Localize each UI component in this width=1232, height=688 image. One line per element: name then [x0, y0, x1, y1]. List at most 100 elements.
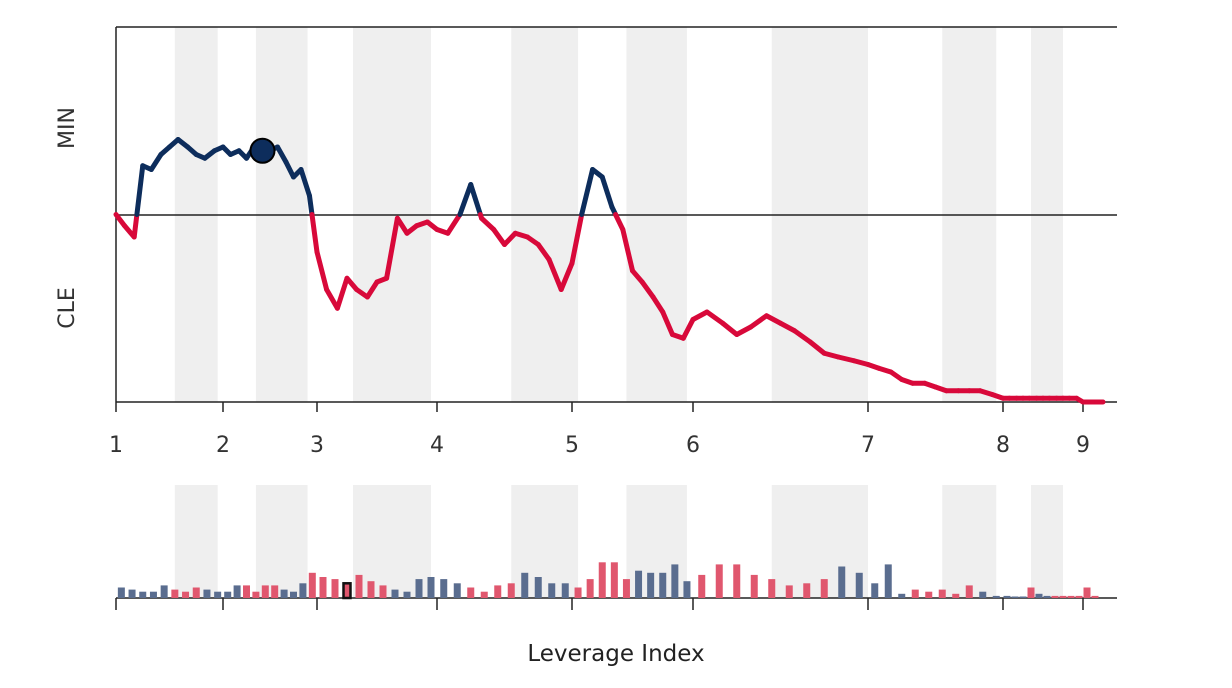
- leverage-bar-79: [1075, 595, 1083, 598]
- top-x-ticks: [115, 402, 1084, 412]
- line-segment-63-0: [734, 324, 754, 337]
- leverage-bar-10: [224, 591, 232, 598]
- leverage-bar-47: [659, 572, 667, 598]
- line-segment-53-0: [620, 227, 635, 274]
- leverage-bar-44: [622, 579, 630, 598]
- line-segment-61-0: [704, 309, 726, 326]
- bottom-x-ticks: [115, 598, 1084, 610]
- line-segment-55-0: [639, 279, 656, 300]
- line-segment-41-0: [491, 227, 507, 247]
- line-segment-47-0: [558, 260, 575, 292]
- line-segment-26-0: [334, 275, 350, 311]
- line-segment-39-0: [468, 182, 483, 217]
- bottom-shaded-band-7: [1031, 485, 1063, 598]
- leverage-bar-18: [299, 583, 307, 598]
- line-segment-4-0: [148, 152, 164, 172]
- line-segment-52-1: [613, 212, 626, 232]
- line-segment-23-1: [309, 212, 320, 255]
- leverage-bar-25: [379, 585, 387, 598]
- x-tick-label-1: 1: [109, 433, 123, 458]
- leverage-bar-70: [1003, 595, 1011, 598]
- x-tick-label-2: 2: [216, 433, 230, 458]
- line-segment-19-0: [275, 144, 289, 165]
- bottom-shaded-band-0: [174, 485, 218, 598]
- bottom-shaded-band-1: [255, 485, 308, 598]
- leverage-bar-40: [574, 587, 582, 598]
- leverage-bar-61: [884, 564, 892, 598]
- leverage-bar-41: [586, 579, 594, 598]
- leverage-bar-56: [803, 583, 811, 598]
- x-axis-title: Leverage Index: [527, 641, 704, 667]
- line-segment-51-0: [599, 174, 615, 210]
- leverage-bar-74: [1035, 593, 1043, 598]
- leverage-bar-26: [391, 589, 399, 598]
- leverage-bar-51: [715, 564, 723, 598]
- team-label-bottom: CLE: [55, 287, 80, 329]
- leverage-bar-4: [160, 585, 168, 598]
- line-segment-37-0: [445, 212, 463, 236]
- leverage-bar-23: [355, 574, 363, 598]
- leverage-bar-48: [671, 564, 679, 598]
- x-tick-label-6: 6: [686, 433, 700, 458]
- team-label-top: MIN: [55, 107, 80, 149]
- leverage-bar-37: [534, 577, 542, 598]
- line-segment-40-0: [479, 215, 497, 232]
- leverage-bar-50: [698, 574, 706, 598]
- x-tick-label-7: 7: [861, 433, 875, 458]
- x-tick-label-8: 8: [996, 433, 1010, 458]
- x-tick-label-9: 9: [1076, 433, 1090, 458]
- leverage-bar-0: [117, 587, 125, 598]
- bottom-shaded-band-6: [942, 485, 997, 598]
- leverage-bar-77: [1059, 595, 1067, 598]
- leverage-bar-6: [182, 591, 190, 598]
- leverage-bar-57: [820, 579, 828, 598]
- line-segment-29-0: [364, 279, 380, 300]
- line-segment-45-0: [535, 242, 552, 262]
- leverage-bar-43: [610, 562, 618, 598]
- line-segment-65-0: [764, 313, 783, 326]
- leverage-bar-2: [139, 591, 147, 598]
- line-segment-70-0: [835, 354, 857, 364]
- leverage-bar-52: [733, 564, 741, 598]
- position-marker-dot: [249, 137, 276, 164]
- leverage-bar-75: [1043, 595, 1051, 598]
- leverage-bar-33: [480, 591, 488, 598]
- leverage-bar-62: [898, 593, 906, 598]
- leverage-bar-53: [750, 574, 758, 598]
- x-tick-label-5: 5: [565, 433, 579, 458]
- line-segment-20-0: [283, 159, 296, 180]
- line-segment-32-0: [394, 215, 410, 236]
- current-position-marker: [249, 137, 276, 164]
- line-segment-31-0: [384, 215, 400, 281]
- line-segment-23-0: [306, 193, 315, 217]
- leverage-bar-68: [979, 591, 987, 598]
- leverage-bar-24: [367, 581, 375, 598]
- line-segment-49-0: [579, 167, 596, 217]
- leverage-bar-60: [871, 583, 879, 598]
- line-segment-64-0: [748, 313, 769, 330]
- leverage-bar-16: [280, 589, 288, 598]
- leverage-bar-11: [233, 585, 241, 598]
- leverage-bar-32: [467, 587, 475, 598]
- line-segment-42-0: [502, 230, 518, 247]
- leverage-bar-31: [453, 583, 461, 598]
- leverage-bar-39: [561, 583, 569, 598]
- leverage-bar-78: [1067, 595, 1075, 598]
- leverage-bar-49: [683, 581, 691, 598]
- line-segment-66-0: [778, 320, 797, 334]
- line-segment-24-0: [314, 249, 330, 292]
- line-segment-22-0: [298, 167, 312, 199]
- leverage-bar-14: [261, 585, 269, 598]
- leverage-bar-8: [203, 589, 211, 598]
- leverage-bar-7: [192, 587, 200, 598]
- leverage-bar-46: [647, 572, 655, 598]
- leverage-bar-35: [507, 583, 515, 598]
- leverage-bar-1: [128, 589, 136, 598]
- leverage-bar-65: [938, 589, 946, 598]
- leverage-bar-38: [548, 583, 556, 598]
- line-segment-59-0: [680, 317, 696, 341]
- line-segment-67-0: [792, 328, 813, 345]
- leverage-bar-59: [855, 572, 863, 598]
- line-segment-68-0: [807, 339, 827, 356]
- leverage-bars: [117, 562, 1099, 600]
